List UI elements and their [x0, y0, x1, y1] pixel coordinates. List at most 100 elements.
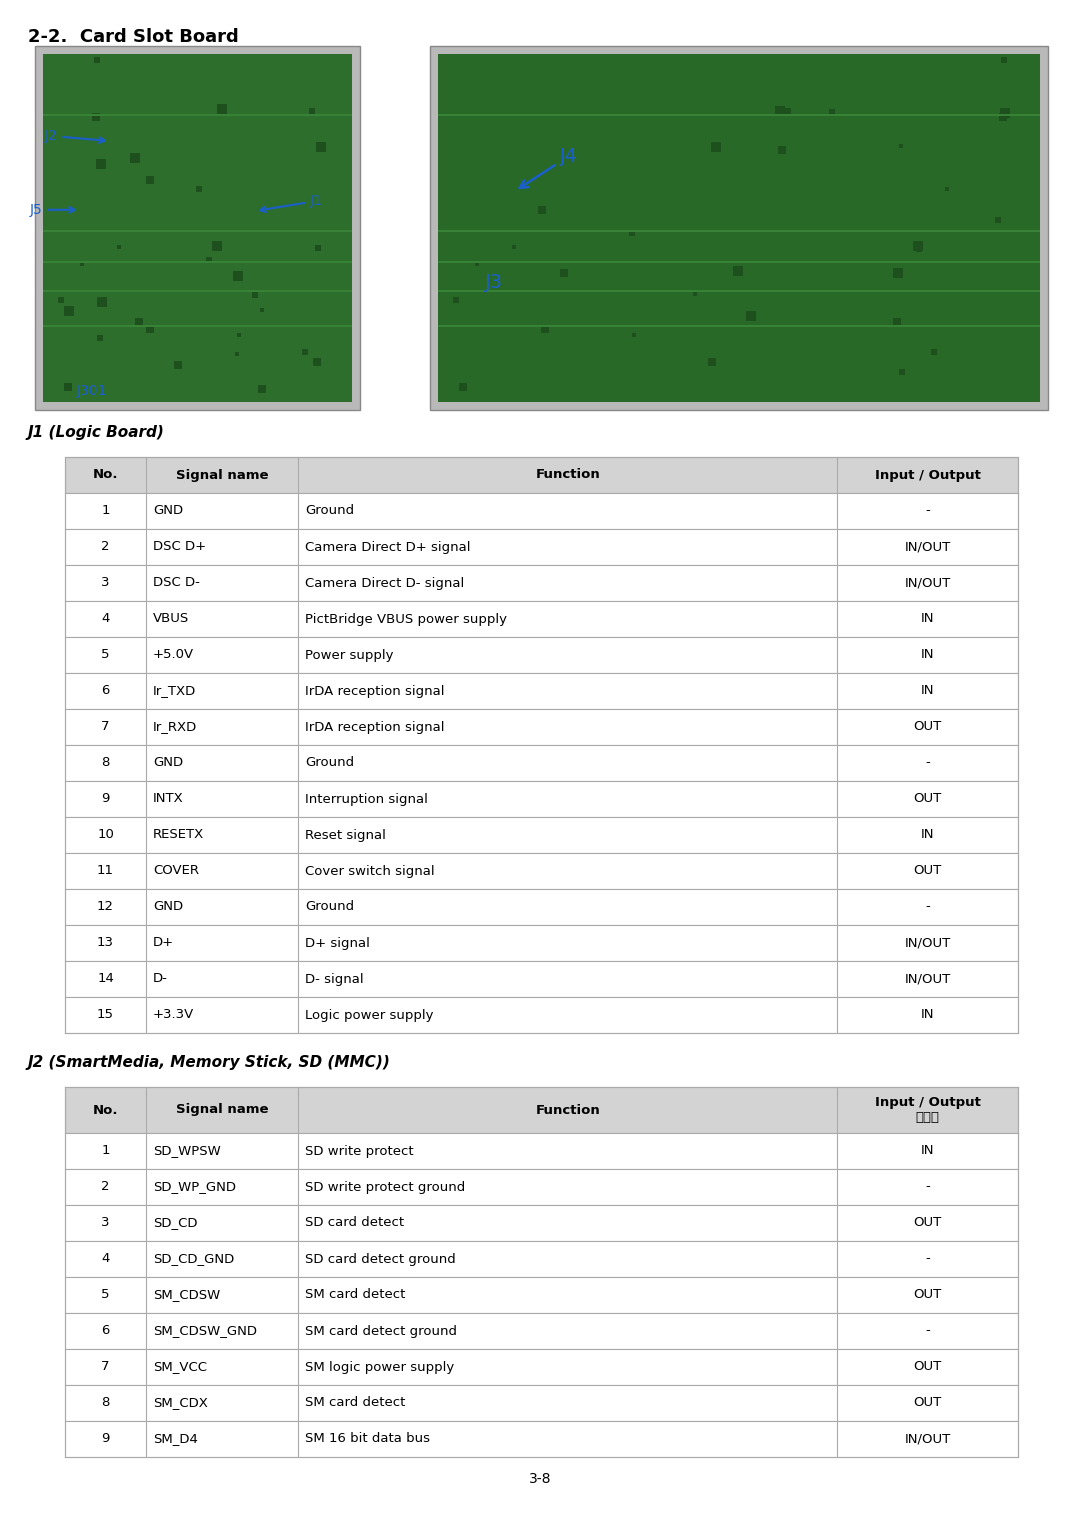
Text: Camera Direct D+ signal: Camera Direct D+ signal	[306, 541, 471, 553]
Text: 6: 6	[102, 685, 110, 697]
Text: J2: J2	[45, 128, 105, 144]
Text: VBUS: VBUS	[153, 613, 189, 625]
Text: OUT: OUT	[914, 721, 942, 733]
Text: +3.3V: +3.3V	[153, 1008, 194, 1022]
Text: 15: 15	[97, 1008, 114, 1022]
Bar	[65, 672, 1018, 709]
Text: Function: Function	[536, 469, 600, 481]
Text: 7: 7	[102, 1360, 110, 1374]
Text: IN/OUT: IN/OUT	[904, 576, 950, 590]
Text: Ground: Ground	[306, 900, 354, 914]
Text: J1 (Logic Board): J1 (Logic Board)	[28, 425, 165, 440]
Text: 4: 4	[102, 1253, 110, 1265]
Text: 13: 13	[97, 937, 114, 949]
Text: GND: GND	[153, 504, 184, 518]
Bar	[65, 817, 1018, 853]
Text: 14: 14	[97, 972, 114, 986]
Text: IN/OUT: IN/OUT	[904, 937, 950, 949]
Text: IrDA reception signal: IrDA reception signal	[306, 721, 445, 733]
Text: J2 (SmartMedia, Memory Stick, SD (MMC)): J2 (SmartMedia, Memory Stick, SD (MMC))	[28, 1054, 391, 1070]
Text: -: -	[926, 900, 930, 914]
Bar	[65, 1132, 1018, 1169]
Text: 1: 1	[102, 1144, 110, 1158]
Text: IN/OUT: IN/OUT	[904, 541, 950, 553]
Text: OUT: OUT	[914, 1397, 942, 1409]
Bar	[65, 853, 1018, 889]
Text: No.: No.	[93, 1103, 118, 1117]
Text: Reset signal: Reset signal	[306, 828, 387, 842]
Text: -: -	[926, 756, 930, 770]
Text: -: -	[926, 1181, 930, 1193]
Bar	[65, 889, 1018, 924]
Bar	[65, 637, 1018, 672]
Text: SD card detect: SD card detect	[306, 1216, 405, 1230]
Text: GND: GND	[153, 900, 184, 914]
Text: SM_CDX: SM_CDX	[153, 1397, 207, 1409]
Text: PictBridge VBUS power supply: PictBridge VBUS power supply	[306, 613, 508, 625]
Text: 10: 10	[97, 828, 114, 842]
Bar	[65, 1206, 1018, 1241]
Text: DSC D+: DSC D+	[153, 541, 206, 553]
Text: SM 16 bit data bus: SM 16 bit data bus	[306, 1433, 431, 1445]
Bar	[65, 565, 1018, 601]
Bar	[65, 1313, 1018, 1349]
Text: SD_CD_GND: SD_CD_GND	[153, 1253, 234, 1265]
Text: +5.0V: +5.0V	[153, 648, 194, 662]
Text: J3: J3	[485, 274, 503, 292]
Text: SD write protect: SD write protect	[306, 1144, 414, 1158]
Bar	[65, 1169, 1018, 1206]
Text: No.: No.	[93, 469, 118, 481]
Bar	[65, 1086, 1018, 1132]
Text: Interruption signal: Interruption signal	[306, 793, 429, 805]
Bar	[35, 46, 360, 410]
Bar	[65, 457, 1018, 494]
Text: GND: GND	[153, 756, 184, 770]
Text: 4: 4	[102, 613, 110, 625]
Bar	[65, 1384, 1018, 1421]
Text: 3: 3	[102, 576, 110, 590]
Text: OUT: OUT	[914, 1360, 942, 1374]
Text: Ir_RXD: Ir_RXD	[153, 721, 198, 733]
Text: Ground: Ground	[306, 756, 354, 770]
Text: 3-8: 3-8	[529, 1471, 551, 1487]
Text: 9: 9	[102, 1433, 110, 1445]
Text: SM logic power supply: SM logic power supply	[306, 1360, 455, 1374]
Text: 2: 2	[102, 541, 110, 553]
Text: Input / Output
入出力: Input / Output 入出力	[875, 1096, 981, 1125]
Text: D-: D-	[153, 972, 167, 986]
Bar	[65, 1421, 1018, 1458]
Text: SD write protect ground: SD write protect ground	[306, 1181, 465, 1193]
Text: Power supply: Power supply	[306, 648, 394, 662]
Text: 5: 5	[102, 648, 110, 662]
Text: IN: IN	[921, 1144, 934, 1158]
Text: SD_WP_GND: SD_WP_GND	[153, 1181, 237, 1193]
Bar	[65, 746, 1018, 781]
Text: 1: 1	[102, 504, 110, 518]
Text: SM_CDSW_GND: SM_CDSW_GND	[153, 1325, 257, 1337]
Text: -: -	[926, 504, 930, 518]
Text: IrDA reception signal: IrDA reception signal	[306, 685, 445, 697]
Text: Input / Output: Input / Output	[875, 469, 981, 481]
Text: SM_VCC: SM_VCC	[153, 1360, 207, 1374]
Text: 9: 9	[102, 793, 110, 805]
Text: IN/OUT: IN/OUT	[904, 1433, 950, 1445]
Bar	[65, 781, 1018, 817]
Text: SD_CD: SD_CD	[153, 1216, 198, 1230]
Text: J1: J1	[260, 194, 323, 212]
Bar	[65, 709, 1018, 746]
Text: 11: 11	[97, 865, 114, 877]
Text: 5: 5	[102, 1288, 110, 1302]
Text: 12: 12	[97, 900, 114, 914]
Text: 2-2.  Card Slot Board: 2-2. Card Slot Board	[28, 28, 239, 46]
Bar	[65, 1277, 1018, 1313]
Text: Logic power supply: Logic power supply	[306, 1008, 434, 1022]
Text: OUT: OUT	[914, 865, 942, 877]
Text: 3: 3	[102, 1216, 110, 1230]
Text: Ground: Ground	[306, 504, 354, 518]
Text: 8: 8	[102, 1397, 110, 1409]
Text: SM_CDSW: SM_CDSW	[153, 1288, 220, 1302]
Text: IN: IN	[921, 1008, 934, 1022]
Text: SD_WPSW: SD_WPSW	[153, 1144, 220, 1158]
Text: Signal name: Signal name	[176, 469, 269, 481]
Text: D- signal: D- signal	[306, 972, 364, 986]
